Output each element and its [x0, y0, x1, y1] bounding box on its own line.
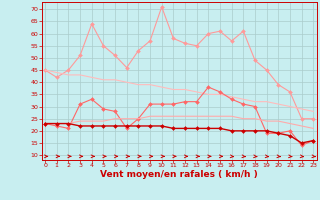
X-axis label: Vent moyen/en rafales ( km/h ): Vent moyen/en rafales ( km/h ) [100, 170, 258, 179]
